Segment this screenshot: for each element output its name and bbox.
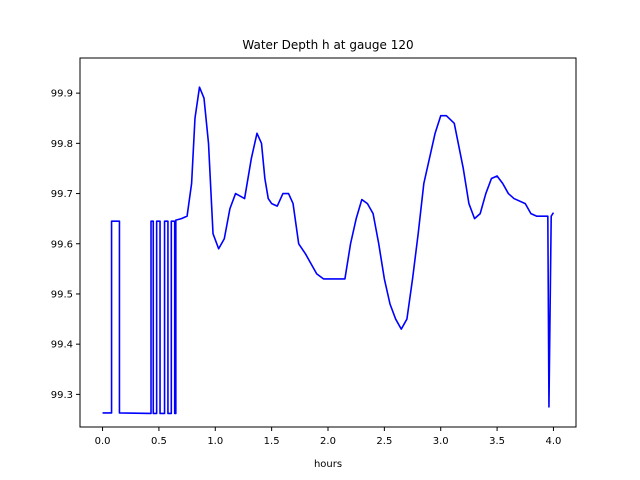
chart-marks [102, 86, 555, 415]
x-tick-label: 4.0 [546, 436, 562, 447]
x-tick-label: 3.5 [489, 436, 505, 447]
x-tick-label: 3.0 [433, 436, 449, 447]
x-tick-label: 1.5 [264, 436, 280, 447]
y-tick-label: 99.3 [51, 390, 73, 401]
x-tick-label: 0.0 [95, 436, 111, 447]
plot-area-background [80, 58, 576, 427]
y-tick-label: 99.8 [51, 139, 73, 150]
x-tick-label: 2.5 [376, 436, 392, 447]
x-axis-ticks: 0.0 0.5 1.0 1.5 2.0 2.5 3.0 3.5 4.0 [95, 427, 562, 447]
x-tick-label: 2.0 [320, 436, 336, 447]
series-line-0 [102, 86, 555, 415]
y-tick-label: 99.6 [51, 239, 73, 250]
y-tick-label: 99.5 [51, 289, 73, 300]
y-tick-label: 99.9 [51, 89, 73, 100]
y-tick-label: 99.7 [51, 189, 73, 200]
y-axis-ticks: 99.3 99.4 99.5 99.6 99.7 99.8 99.9 [51, 89, 80, 401]
chart-title: Water Depth h at gauge 120 [242, 38, 413, 52]
x-axis-label: hours [314, 459, 342, 470]
x-tick-label: 0.5 [151, 436, 167, 447]
y-tick-label: 99.4 [51, 340, 73, 351]
x-tick-label: 1.0 [207, 436, 223, 447]
